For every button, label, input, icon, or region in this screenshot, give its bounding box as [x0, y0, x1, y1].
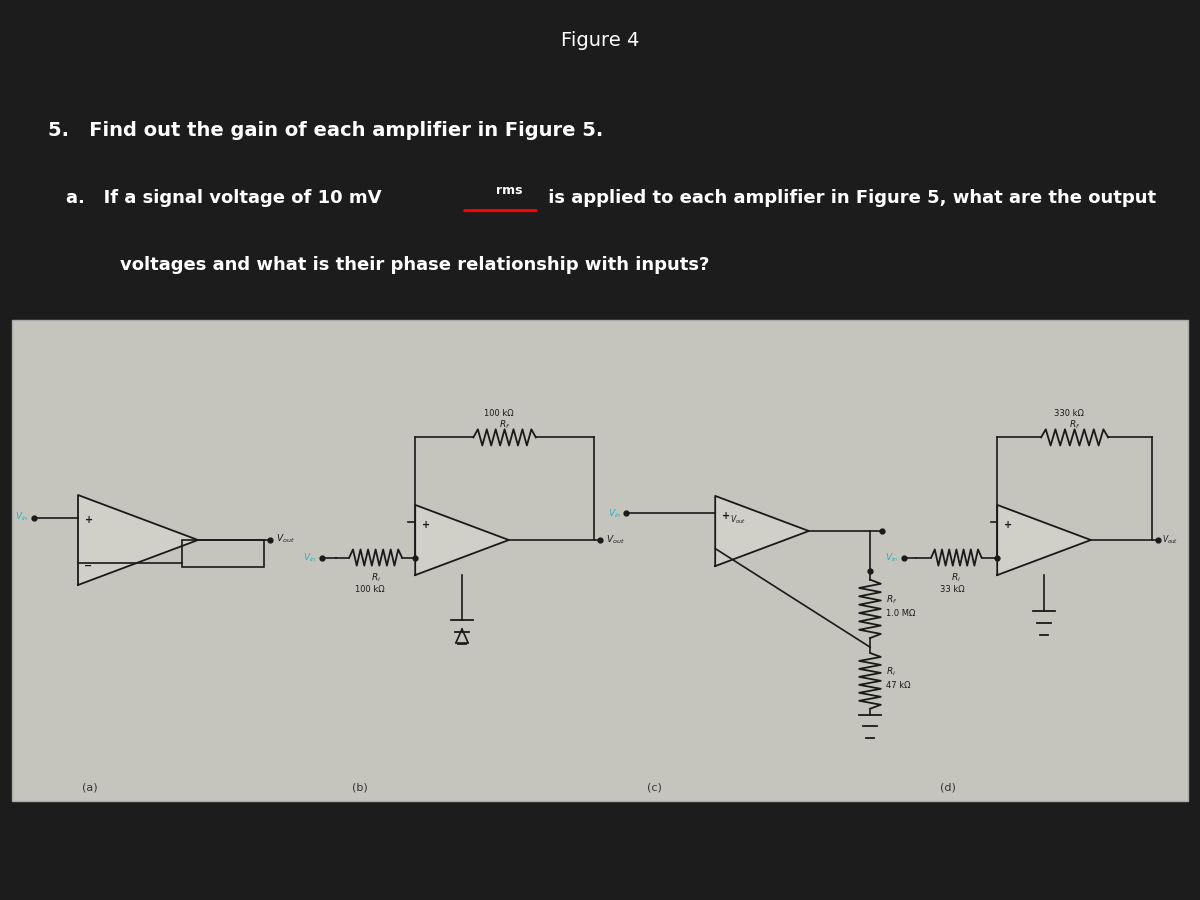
FancyBboxPatch shape [12, 320, 1188, 801]
Text: $V_{out}$: $V_{out}$ [276, 533, 295, 545]
Text: $V_{in}$: $V_{in}$ [886, 552, 899, 563]
Text: +: + [1004, 520, 1012, 530]
Text: $V_{out}$: $V_{out}$ [730, 514, 745, 526]
Text: is applied to each amplifier in Figure 5, what are the output: is applied to each amplifier in Figure 5… [542, 189, 1157, 207]
Text: 47 kΩ: 47 kΩ [886, 681, 910, 689]
Polygon shape [78, 495, 198, 585]
Text: $R_f$: $R_f$ [886, 594, 896, 606]
Text: +: + [422, 520, 430, 530]
Text: 100 kΩ: 100 kΩ [484, 409, 514, 418]
Text: $R_f$: $R_f$ [499, 418, 510, 431]
Text: $V_{in}$: $V_{in}$ [608, 508, 622, 519]
Text: $V_{out}$: $V_{out}$ [1162, 534, 1177, 546]
Text: 100 kΩ: 100 kΩ [355, 585, 384, 594]
Text: (b): (b) [352, 782, 368, 793]
Text: a.   If a signal voltage of 10 mV: a. If a signal voltage of 10 mV [66, 189, 382, 207]
Text: (d): (d) [940, 782, 956, 793]
Polygon shape [415, 505, 509, 575]
Polygon shape [715, 496, 809, 566]
Text: $V_{in}$: $V_{in}$ [16, 510, 29, 523]
Text: 5.   Find out the gain of each amplifier in Figure 5.: 5. Find out the gain of each amplifier i… [48, 121, 604, 140]
Text: 1.0 MΩ: 1.0 MΩ [886, 609, 914, 617]
Text: voltages and what is their phase relationship with inputs?: voltages and what is their phase relatio… [120, 256, 709, 274]
Text: (c): (c) [647, 782, 661, 793]
Text: $V_{in}$: $V_{in}$ [304, 552, 317, 563]
Text: $R_f$: $R_f$ [1069, 418, 1080, 431]
Text: $V_{out}$: $V_{out}$ [606, 534, 625, 546]
Text: −: − [84, 561, 91, 572]
Text: (a): (a) [82, 782, 98, 793]
Text: $R_i$: $R_i$ [886, 666, 895, 678]
Bar [182, 540, 264, 567]
Text: +: + [722, 511, 730, 521]
Polygon shape [997, 505, 1091, 575]
Text: Figure 4: Figure 4 [560, 31, 640, 50]
Text: $R_i$: $R_i$ [371, 572, 380, 584]
Text: 33 kΩ: 33 kΩ [941, 585, 965, 594]
Text: $R_i$: $R_i$ [952, 572, 961, 584]
Text: +: + [85, 515, 92, 526]
Text: rms: rms [496, 184, 522, 197]
Text: 330 kΩ: 330 kΩ [1054, 409, 1084, 418]
